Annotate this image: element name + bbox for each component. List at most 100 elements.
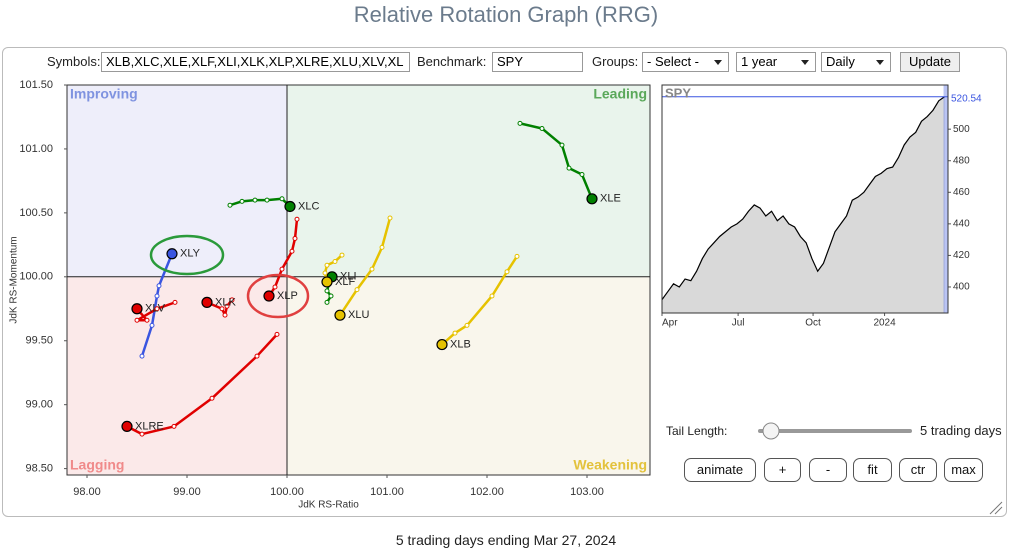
tail-point	[504, 269, 510, 275]
tail-point	[464, 322, 470, 328]
tail-point	[171, 423, 177, 429]
tail-point	[279, 196, 285, 202]
slider-knob[interactable]	[762, 422, 780, 440]
head-marker	[131, 303, 143, 315]
period-select[interactable]: 1 year	[736, 52, 816, 72]
tail-point	[274, 331, 280, 337]
series-label: XLP	[277, 290, 298, 302]
window-band	[943, 85, 948, 313]
spy-chart: 400 420 440 460 480 500 Apr Jul Oct 2024 520.54 SPY	[661, 84, 982, 329]
x-tick-label: 103.00	[570, 486, 604, 498]
series-label: XLE	[600, 193, 621, 205]
head-marker	[263, 290, 275, 302]
tail-point	[328, 293, 334, 299]
head-marker	[334, 309, 346, 321]
tail-point	[156, 283, 162, 289]
quadrant-label: Improving	[70, 86, 138, 102]
chart-title: SPY	[665, 85, 691, 100]
groups-label: Groups:	[592, 54, 639, 69]
fit-button[interactable]: fit	[853, 458, 892, 482]
tail-point	[517, 120, 523, 126]
tail-point	[489, 293, 495, 299]
tail-point	[514, 253, 520, 259]
tail-point	[154, 306, 160, 312]
update-button[interactable]: Update	[900, 52, 960, 72]
groups-select[interactable]: - Select -	[642, 52, 729, 72]
tail-point	[222, 312, 228, 318]
y-tick-label: 99.50	[25, 335, 53, 347]
last-value-label: 520.54	[951, 93, 982, 104]
tail-point	[219, 306, 225, 312]
benchmark-input[interactable]: SPY	[492, 52, 583, 72]
rrg-chart: Improving Leading Lagging Weakening 98.00 99.…	[9, 79, 651, 511]
tail-point	[264, 197, 270, 203]
page-title: Relative Rotation Graph (RRG)	[353, 2, 659, 27]
max-button[interactable]: max	[944, 458, 983, 482]
series-label: XLC	[298, 200, 319, 212]
panel	[2, 47, 1007, 517]
head-marker	[586, 193, 598, 205]
head-marker	[166, 248, 178, 260]
tail-point	[566, 165, 572, 171]
tail-point	[252, 197, 258, 203]
symbols-label: Symbols:	[47, 54, 101, 69]
series-label: XLF	[335, 276, 355, 288]
plot-frame	[66, 84, 651, 476]
tail-point	[289, 248, 295, 254]
x-tick-label: 99.00	[173, 486, 201, 498]
tail-point	[324, 299, 330, 305]
tail-point	[272, 284, 278, 290]
tail-point	[229, 297, 235, 303]
tail-point	[324, 262, 330, 268]
symbols-input[interactable]: XLB,XLC,XLE,XLF,XLI,XLK,XLP,XLRE,XLU,XLV…	[101, 52, 410, 72]
center-button[interactable]: ctr	[899, 458, 937, 482]
x-axis-label: JdK RS-Ratio	[298, 500, 359, 511]
zoom-in-button[interactable]: +	[764, 458, 801, 482]
price-area	[662, 96, 945, 313]
price-line	[661, 96, 945, 300]
tail-point	[339, 252, 345, 258]
x-tick-label: 102.00	[470, 486, 504, 498]
tail-point	[139, 353, 145, 359]
tail-point	[254, 353, 260, 359]
quadrant	[67, 276, 287, 475]
animate-button[interactable]: animate	[684, 458, 756, 482]
highlight-ellipse	[246, 273, 310, 319]
head-marker	[121, 420, 133, 433]
resize-handle	[989, 501, 1003, 515]
tail-point	[379, 244, 385, 250]
tail-point	[387, 215, 393, 221]
footer-caption: 5 trading days ending Mar 27, 2024	[395, 532, 617, 548]
series-label: XLU	[348, 309, 369, 321]
head-marker	[201, 296, 213, 308]
y-tick-label: 100.50	[19, 207, 53, 219]
y-tick-label: 420	[953, 250, 970, 261]
tail-point	[144, 317, 150, 323]
y-tick-label: 101.50	[19, 79, 53, 91]
tail-point	[322, 270, 328, 276]
tail-point	[149, 322, 155, 328]
quadrant	[287, 85, 650, 277]
x-tick-label: Apr	[662, 318, 678, 329]
y-tick-label: 480	[953, 155, 970, 166]
tail-point	[324, 288, 330, 294]
tail-point	[172, 299, 178, 305]
frequency-select[interactable]: Daily	[821, 52, 891, 72]
y-tick-label: 400	[953, 282, 970, 293]
series-label: XLB	[450, 338, 471, 350]
quadrant	[287, 276, 650, 475]
head-marker	[436, 338, 448, 351]
y-tick-label: 500	[953, 124, 970, 135]
x-tick-label: 98.00	[73, 486, 101, 498]
y-axis-label: JdK RS-Momentum	[9, 236, 20, 323]
tail-point	[292, 235, 298, 241]
head-marker	[284, 200, 296, 213]
tail-point	[559, 142, 565, 148]
benchmark-label: Benchmark:	[417, 54, 487, 69]
tail-point	[354, 287, 360, 293]
zoom-out-button[interactable]: -	[809, 458, 847, 482]
tail-point	[227, 202, 233, 208]
tail-point	[224, 303, 230, 309]
